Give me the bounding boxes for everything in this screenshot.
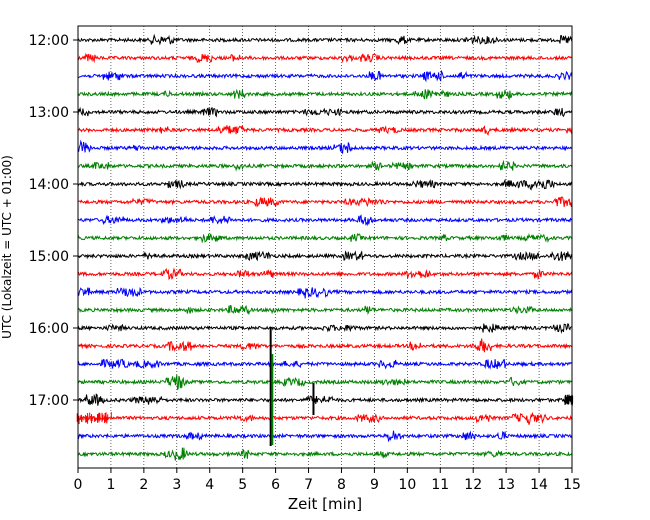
trace-1215 xyxy=(77,52,572,64)
x-tick-label-0: 0 xyxy=(74,477,83,493)
y-tick-label-5: 17:00 xyxy=(29,393,69,409)
x-tick-label-14: 14 xyxy=(530,477,548,493)
plot-background xyxy=(78,26,572,468)
trace-1300 xyxy=(77,106,573,118)
trace-1715 xyxy=(77,411,573,425)
trace-1315 xyxy=(78,125,573,136)
x-tick-label-2: 2 xyxy=(139,477,148,493)
trace-1730 xyxy=(77,430,573,443)
trace-1615 xyxy=(77,338,573,353)
x-tick-label-11: 11 xyxy=(431,477,449,493)
x-tick-label-3: 3 xyxy=(172,477,181,493)
trace-1415 xyxy=(77,196,573,208)
trace-1600 xyxy=(77,323,573,334)
x-tick-label-6: 6 xyxy=(271,477,280,493)
traces xyxy=(77,33,573,461)
plot-frame xyxy=(77,25,573,469)
event-3 xyxy=(564,394,574,406)
trace-1545 xyxy=(77,304,573,316)
events xyxy=(76,327,574,446)
trace-1745 xyxy=(77,447,573,461)
x-tick-label-15: 15 xyxy=(563,477,581,493)
y-tick-label-0: 12:00 xyxy=(29,33,69,49)
trace-1430 xyxy=(77,214,573,227)
trace-1230 xyxy=(77,69,573,83)
y-tick-label-3: 15:00 xyxy=(29,249,69,265)
trace-1645 xyxy=(77,374,573,391)
trace-1400 xyxy=(77,178,573,191)
trace-1500 xyxy=(77,250,573,262)
x-tick-label-5: 5 xyxy=(238,477,247,493)
x-tick-label-8: 8 xyxy=(337,477,346,493)
x-tick-label-13: 13 xyxy=(497,477,515,493)
y-tick-label-4: 16:00 xyxy=(29,321,69,337)
x-axis-label: Zeit [min] xyxy=(288,495,362,513)
trace-1330 xyxy=(77,139,573,155)
trace-1700 xyxy=(77,393,573,406)
x-axis: 0 1 2 3 4 5 6 7 8 9 10 11 12 13 14 15 xyxy=(74,468,581,493)
y-axis: 12:00 13:00 14:00 15:00 16:00 17:00 xyxy=(29,33,78,409)
y-axis-label: UTC (Lokalzeit = UTC + 01:00) xyxy=(0,155,14,339)
x-tick-label-12: 12 xyxy=(464,477,482,493)
trace-1445 xyxy=(77,232,573,244)
trace-1345 xyxy=(77,159,573,172)
trace-1200 xyxy=(78,33,573,46)
x-tick-label-1: 1 xyxy=(106,477,115,493)
event-4 xyxy=(76,412,112,424)
y-tick-label-1: 13:00 xyxy=(29,105,69,121)
x-tick-label-7: 7 xyxy=(304,477,313,493)
x-tick-label-9: 9 xyxy=(370,477,379,493)
x-tick-label-10: 10 xyxy=(398,477,416,493)
trace-1630 xyxy=(77,358,573,370)
trace-1515 xyxy=(77,267,573,281)
trace-1245 xyxy=(77,88,573,101)
trace-1530 xyxy=(77,286,573,299)
x-tick-label-4: 4 xyxy=(205,477,214,493)
y-tick-label-2: 14:00 xyxy=(29,177,69,193)
